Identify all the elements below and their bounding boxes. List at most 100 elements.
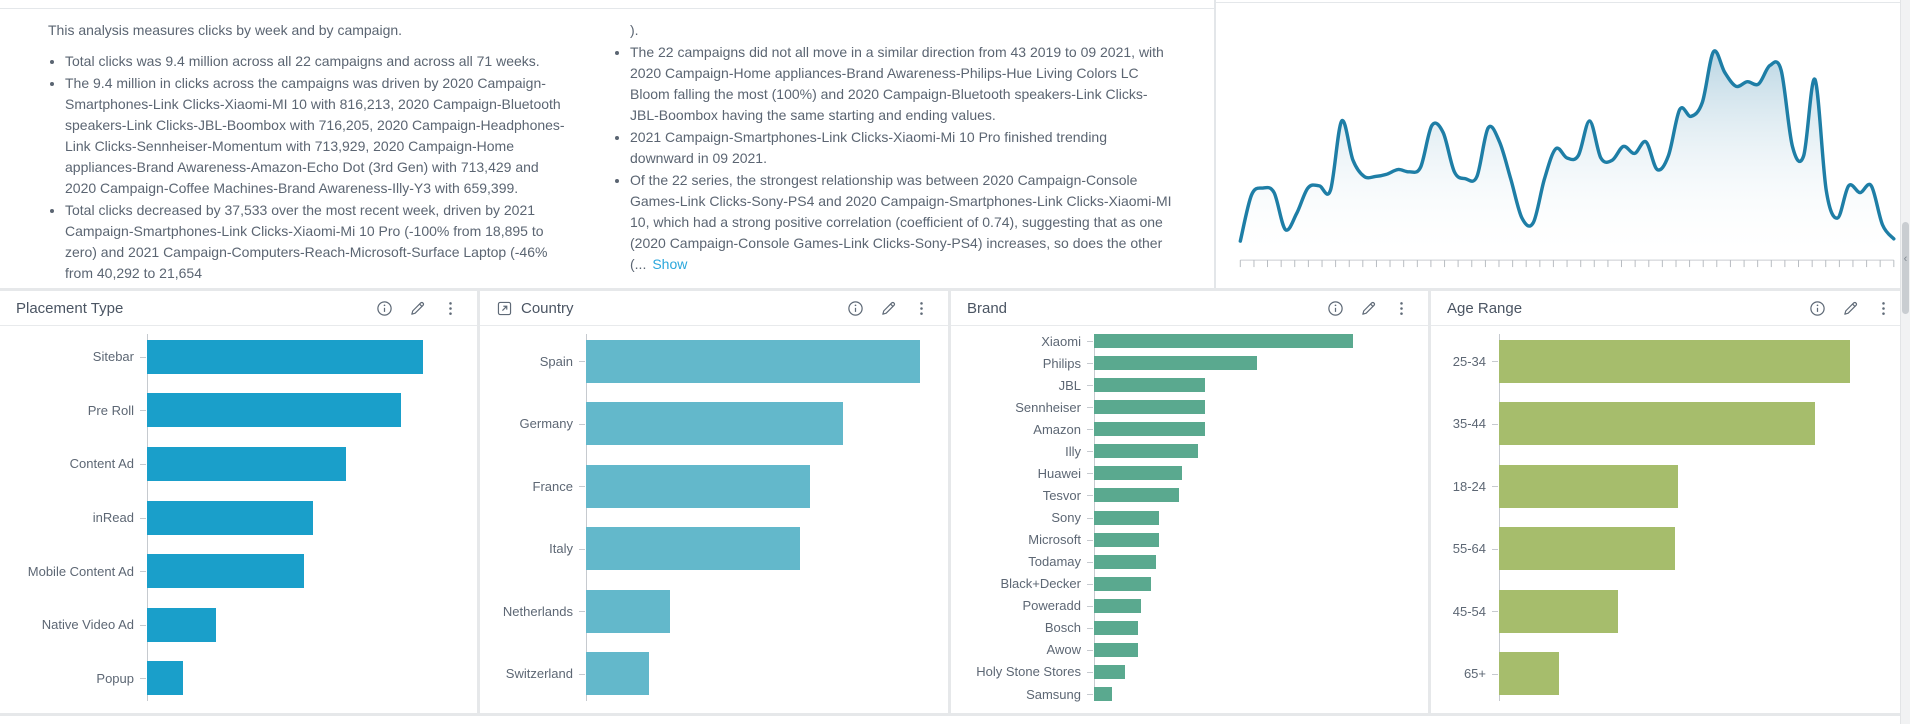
bar-row: Pre Roll <box>0 384 423 438</box>
bar[interactable] <box>147 554 305 589</box>
bar-row: Todamay <box>951 551 1353 573</box>
bar[interactable] <box>147 500 313 535</box>
bar-row: Xiaomi <box>951 330 1353 352</box>
bar-label: Popup <box>96 670 134 686</box>
bar[interactable] <box>1094 554 1157 569</box>
bar[interactable] <box>1094 422 1206 437</box>
menu-icon[interactable] <box>1869 297 1898 320</box>
bar[interactable] <box>1094 642 1139 657</box>
show-more-link[interactable]: Show <box>652 256 688 272</box>
bar[interactable] <box>147 446 346 481</box>
bar[interactable] <box>1094 598 1141 613</box>
bar-label: Awow <box>1046 642 1081 658</box>
bar[interactable] <box>1499 339 1850 383</box>
scrollbar-thumb[interactable] <box>1902 222 1909 314</box>
bar[interactable] <box>1499 527 1675 571</box>
bar[interactable] <box>147 607 216 642</box>
bar-label: Content Ad <box>69 456 134 472</box>
bar[interactable] <box>1499 402 1815 446</box>
analysis-bullet: 2021 Campaign-Smartphones-Link Clicks-Xi… <box>630 127 1173 169</box>
bar-label: Microsoft <box>1028 532 1081 548</box>
bar-row: 18-24 <box>1431 455 1850 518</box>
panel-brand: Brand Xiaomi Philips JBL Sennheiser Amazon Il… <box>951 291 1428 713</box>
bar[interactable] <box>1094 687 1113 702</box>
bar-label: France <box>532 478 573 494</box>
trend-chart-widget[interactable] <box>1214 2 1910 288</box>
panel-title: Age Range <box>1447 299 1523 317</box>
collapse-chevron-icon[interactable]: ‹ <box>1903 253 1908 265</box>
bar[interactable] <box>1094 444 1198 459</box>
bar[interactable] <box>1094 664 1126 679</box>
bar-label: Huawei <box>1037 465 1081 481</box>
bar-row: Native Video Ad <box>0 598 423 652</box>
bar[interactable] <box>1499 652 1559 696</box>
bar[interactable] <box>1499 589 1619 633</box>
bar-label: Philips <box>1042 355 1081 371</box>
bar[interactable] <box>147 661 183 696</box>
bar[interactable] <box>1499 464 1678 508</box>
vertical-scrollbar[interactable]: ‹ <box>1900 0 1910 724</box>
panel-title: Placement Type <box>16 299 124 317</box>
edit-icon[interactable] <box>403 297 432 320</box>
bar[interactable] <box>586 339 920 383</box>
panel-header: Country <box>480 291 948 326</box>
bar-label: Illy <box>1065 443 1081 459</box>
info-icon[interactable] <box>1803 297 1832 320</box>
menu-icon[interactable] <box>1387 297 1416 320</box>
bar-row: Black+Decker <box>951 573 1353 595</box>
bar[interactable] <box>1094 576 1151 591</box>
bar[interactable] <box>1094 488 1180 503</box>
bar-row: Switzerland <box>480 643 920 706</box>
menu-icon[interactable] <box>436 297 465 320</box>
bar-row: Illy <box>951 440 1353 462</box>
analysis-bullet: Total clicks decreased by 37,533 over th… <box>65 200 573 284</box>
bar[interactable] <box>586 652 650 696</box>
edit-icon[interactable] <box>874 297 903 320</box>
info-icon[interactable] <box>370 297 399 320</box>
bar[interactable] <box>586 589 670 633</box>
bar-label: Sitebar <box>92 349 134 365</box>
bar[interactable] <box>1094 532 1159 547</box>
edit-icon[interactable] <box>1354 297 1383 320</box>
bar-row: Philips <box>951 352 1353 374</box>
edit-icon[interactable] <box>1836 297 1865 320</box>
bar[interactable] <box>1094 510 1159 525</box>
bar[interactable] <box>1094 356 1258 371</box>
bar[interactable] <box>147 339 423 374</box>
bar-label: inRead <box>92 510 134 526</box>
trend-area-chart[interactable] <box>1214 3 1910 288</box>
bar[interactable] <box>1094 400 1206 415</box>
panel-placement-type: Placement Type Sitebar Pre Roll Content Ad… <box>0 291 477 713</box>
info-icon[interactable] <box>1321 297 1350 320</box>
analysis-column-2: ). The 22 campaigns did not all move in … <box>613 20 1173 285</box>
bar-label: Pre Roll <box>87 402 134 418</box>
bar-label: 18-24 <box>1452 478 1486 494</box>
bar-row: Content Ad <box>0 437 423 491</box>
bar-row: 55-64 <box>1431 518 1850 581</box>
bar-row: Holy Stone Stores <box>951 661 1353 683</box>
bar[interactable] <box>586 402 844 446</box>
panel-title: Brand <box>967 299 1008 317</box>
bar[interactable] <box>1094 466 1183 481</box>
bar[interactable] <box>1094 334 1353 349</box>
info-icon[interactable] <box>841 297 870 320</box>
bar[interactable] <box>1094 378 1206 393</box>
bar-row: 25-34 <box>1431 330 1850 393</box>
bar-row: Netherlands <box>480 580 920 643</box>
bar-row: Spain <box>480 330 920 393</box>
bar[interactable] <box>147 393 401 428</box>
bar[interactable] <box>586 527 800 571</box>
bar-row: 35-44 <box>1431 393 1850 456</box>
bar-label: Poweradd <box>1022 598 1081 614</box>
analysis-bullet: The 22 campaigns did not all move in a s… <box>630 42 1173 126</box>
bar-label: Italy <box>549 541 573 557</box>
bar-label: JBL <box>1058 377 1081 393</box>
menu-icon[interactable] <box>907 297 936 320</box>
bar[interactable] <box>1094 620 1139 635</box>
bar-row: Bosch <box>951 617 1353 639</box>
bar-label: Switzerland <box>505 666 573 682</box>
bar[interactable] <box>586 464 810 508</box>
panel-age-range: Age Range 25-34 35-44 18-24 55-64 45-54 65+ <box>1431 291 1910 713</box>
panel-header: Placement Type <box>0 291 477 326</box>
analysis-bullet-text: Of the 22 series, the strongest relation… <box>630 172 1172 272</box>
